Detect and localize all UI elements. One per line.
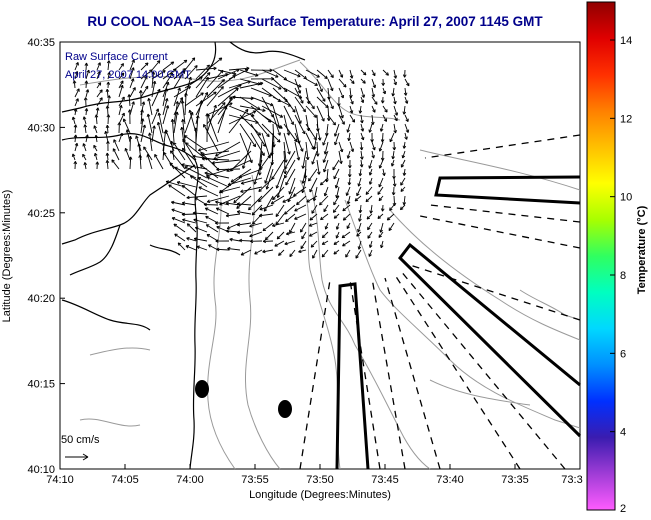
colorbar-tick-label: 14 xyxy=(620,35,632,47)
y-tick-label: 40:10 xyxy=(27,464,55,476)
current-vector-head xyxy=(321,219,324,220)
current-vector xyxy=(204,205,218,206)
colorbar-tick-label: 12 xyxy=(620,113,632,125)
overlay-label-current: Raw Surface Current xyxy=(65,51,168,63)
current-vector xyxy=(182,214,196,215)
colorbar-tick-label: 2 xyxy=(620,503,626,515)
colorbar-tick-label: 8 xyxy=(620,270,626,282)
x-tick-label: 73:45 xyxy=(371,474,399,486)
current-vector-head xyxy=(250,236,253,237)
x-tick-label: 74:05 xyxy=(111,474,139,486)
current-vector-head xyxy=(396,82,397,85)
x-tick-label: 73:35 xyxy=(501,474,529,486)
map-title: RU COOL NOAA–15 Sea Surface Temperature:… xyxy=(87,14,543,29)
current-vector-head xyxy=(170,151,171,154)
y-tick-label: 40:30 xyxy=(27,122,55,134)
current-vector xyxy=(239,240,251,241)
current-vector-head xyxy=(355,200,358,201)
current-vector-head xyxy=(285,244,288,245)
current-vector-head xyxy=(375,147,376,150)
overlay-label-time: April 27, 2007 14:00 GMT xyxy=(65,69,191,81)
station-marker xyxy=(278,400,292,418)
current-vector-head xyxy=(301,121,302,124)
current-vector-head xyxy=(260,210,263,211)
current-vector-head xyxy=(171,62,174,63)
current-vector-head xyxy=(397,113,398,116)
x-tick-label: 74:00 xyxy=(176,474,204,486)
current-vector-head xyxy=(352,110,353,113)
y-tick-label: 40:20 xyxy=(27,293,55,305)
x-tick-label: 73:55 xyxy=(241,474,269,486)
current-vector-head xyxy=(387,219,390,220)
x-tick-label: 73:40 xyxy=(436,474,464,486)
current-vector-head xyxy=(269,134,270,137)
x-axis-label: Longitude (Degrees:Minutes) xyxy=(249,489,391,501)
current-vector xyxy=(130,136,131,151)
colorbar-label: Temperature (°C) xyxy=(636,205,648,294)
station-marker xyxy=(195,380,209,398)
current-vector-head xyxy=(136,136,137,139)
x-tick-label: 73:50 xyxy=(306,474,334,486)
map-area: Raw Surface Current April 27, 2007 14:00… xyxy=(60,42,580,469)
current-vector-head xyxy=(353,149,354,152)
x-tick-label: 73:3 xyxy=(561,474,582,486)
current-vector-head xyxy=(408,130,409,133)
current-vector-head xyxy=(286,221,289,222)
y-tick-label: 40:35 xyxy=(27,37,55,49)
y-axis-label: Latitude (Degrees:Minutes) xyxy=(1,190,13,323)
current-vector xyxy=(237,232,251,233)
colorbar-tick-label: 4 xyxy=(620,427,626,439)
y-axis-ticks: 40:35 40:30 40:25 40:20 40:15 40:10 xyxy=(27,37,65,476)
scale-label: 50 cm/s xyxy=(61,434,100,446)
current-vector-head xyxy=(72,154,73,157)
current-vector-head xyxy=(248,81,251,82)
current-vector-head xyxy=(83,144,84,147)
current-vector-head xyxy=(345,84,346,87)
current-vector-head xyxy=(343,210,346,211)
current-vector-head xyxy=(375,85,376,88)
colorbar-tick-label: 6 xyxy=(620,348,626,360)
current-vector-head xyxy=(189,110,190,113)
current-vector-head xyxy=(343,115,344,118)
current-vector-head xyxy=(147,154,148,157)
y-tick-label: 40:15 xyxy=(27,379,55,391)
current-vector-head xyxy=(364,95,365,98)
current-vector-head xyxy=(280,132,281,135)
current-vector-head xyxy=(219,58,222,59)
current-vector-head xyxy=(342,149,343,152)
current-vector xyxy=(217,169,241,170)
colorbar-tick-label: 10 xyxy=(620,192,632,204)
y-tick-label: 40:25 xyxy=(27,208,55,220)
current-vector-head xyxy=(334,254,337,255)
temperature-colorbar xyxy=(587,2,615,510)
